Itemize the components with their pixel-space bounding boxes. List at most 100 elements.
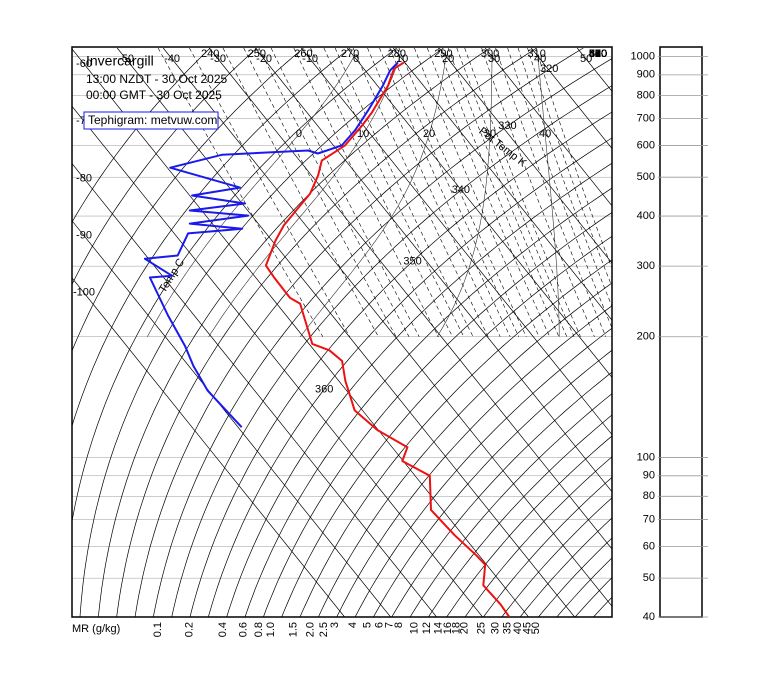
isentrope-label: 450: [589, 48, 607, 60]
mixing-ratio-line: [352, 47, 489, 337]
mixing-ratio-label: 8: [393, 622, 405, 628]
isentrope: [171, 85, 612, 617]
isentrope: [226, 162, 612, 617]
pressure-tick-label: 400: [637, 210, 655, 222]
isentrope: [409, 393, 612, 617]
pressure-tick-label: 200: [637, 331, 655, 343]
isentrope: [72, 47, 211, 223]
mixing-ratio-label: 1.5: [288, 622, 300, 637]
isotherm: [346, 47, 612, 378]
isentrope-label: 480: [589, 48, 607, 60]
moist-adiabat-label: 0: [296, 128, 302, 140]
mixing-ratio-line: [414, 47, 540, 337]
label-layer: -100-90-80-70-60-50-40-30-20-10010203040…: [73, 48, 607, 395]
pressure-tick-label: 900: [637, 69, 655, 81]
isentrope-label: 590: [589, 48, 607, 60]
isentrope-label: 440: [589, 48, 607, 60]
isentrope-label: 310: [528, 48, 546, 60]
isotherm-label: -50: [118, 53, 134, 65]
isotherm: [438, 47, 612, 264]
isentrope: [134, 47, 584, 617]
isentrope-label: 530: [589, 48, 607, 60]
pressure-tick-label: 700: [637, 113, 655, 125]
pressure-tick-label: 60: [643, 540, 655, 552]
plot-frame: [71, 46, 613, 618]
mixing-ratio-line: [481, 47, 595, 337]
mixing-ratio-label: 30: [490, 622, 502, 634]
subtitle: 00:00 GMT - 30 Oct 2025: [86, 88, 222, 102]
isotherm-label: -10: [302, 53, 318, 65]
isentrope-label: 290: [434, 48, 452, 60]
mixing-ratio-label: 3: [329, 622, 341, 628]
isotherm-label: -80: [76, 172, 92, 184]
moist-adiabat-label: 10: [357, 128, 369, 140]
mixing-ratio-label: 10: [408, 622, 420, 634]
mixing-ratio-line: [495, 47, 607, 337]
mixing-ratio-label: 6: [373, 622, 385, 628]
chart-title: Invercargill: [86, 53, 154, 69]
mixing-ratio-line: [456, 47, 575, 337]
pressure-tick-label: 500: [637, 171, 655, 183]
mixing-ratio-label: 4: [347, 622, 359, 628]
isotherm: [208, 47, 612, 550]
subtitle: 13:00 NZDT - 30 Oct 2025: [86, 72, 228, 86]
isentrope: [263, 211, 612, 617]
mixing-ratio-line: [157, 47, 324, 337]
isotherm-label: -40: [164, 53, 180, 65]
mixing-ratio-line: [310, 47, 453, 337]
source: Tephigram: metvuw.com: [88, 113, 217, 127]
isentrope: [336, 305, 612, 617]
isotherm: [300, 47, 612, 436]
isentrope-label: 490: [589, 48, 607, 60]
mixing-ratio-label: 45: [521, 622, 533, 634]
mixing-ratio-label: 16: [442, 622, 454, 634]
isentrope: [354, 327, 612, 617]
pressure-tick-label: 300: [637, 260, 655, 272]
mixing-ratio-label: 0.4: [217, 622, 229, 637]
pressure-tick-label: 70: [643, 513, 655, 525]
isotherm: [72, 162, 437, 617]
isentrope: [72, 47, 304, 352]
moist-adiabat: [300, 56, 447, 337]
mixing-ratio-line: [464, 47, 581, 337]
pressure-tick-label: 800: [637, 89, 655, 101]
isentrope-label: 270: [341, 48, 359, 60]
isentrope-label: 320: [540, 63, 558, 75]
isotherm: [72, 277, 345, 617]
mixing-ratio-line: [293, 47, 439, 337]
isentrope-label: 540: [589, 48, 607, 60]
isentrope: [391, 371, 612, 617]
mixing-ratio-line: [243, 47, 397, 337]
isentrope: [79, 47, 444, 617]
mixing-ratio-label: 40: [512, 622, 524, 634]
moist-adiabat-label: 40: [539, 128, 551, 140]
isentrope-label: 240: [201, 48, 219, 60]
mixing-ratio-label: 14: [432, 622, 444, 634]
moist-adiabat: [436, 56, 493, 337]
mixing-ratio-line: [517, 47, 612, 308]
isentrope: [483, 476, 612, 617]
isentrope-label: 360: [315, 383, 333, 395]
mixing-ratio-label: 0.6: [238, 622, 250, 637]
mixing-ratio-label: 25: [476, 622, 488, 634]
isentrope-label: 500: [589, 48, 607, 60]
isotherm-label: 10: [396, 53, 408, 65]
mixing-ratio-label: 35: [502, 622, 514, 634]
moist-adiabat-label: 20: [423, 128, 435, 140]
isentrope-label: 460: [589, 48, 607, 60]
mixing-ratio-title: MR (g/kg): [72, 623, 120, 635]
isentrope-label: 430: [589, 48, 607, 60]
isotherm-label: -100: [73, 287, 95, 299]
mixing-ratio-line: [189, 47, 351, 337]
isentrope: [72, 47, 398, 524]
mixing-ratio-label: 5: [361, 622, 373, 628]
pressure-tick-label: 90: [643, 470, 655, 482]
isentrope: [501, 497, 612, 617]
isentrope: [373, 349, 612, 617]
isentrope-label: 470: [589, 48, 607, 60]
isentrope-label: 280: [388, 48, 406, 60]
mixing-ratio-line: [367, 47, 501, 337]
isentrope-label: 300: [481, 48, 499, 60]
mixing-ratio-label: 7: [384, 622, 396, 628]
mixing-ratio-label: 2.0: [305, 622, 317, 637]
